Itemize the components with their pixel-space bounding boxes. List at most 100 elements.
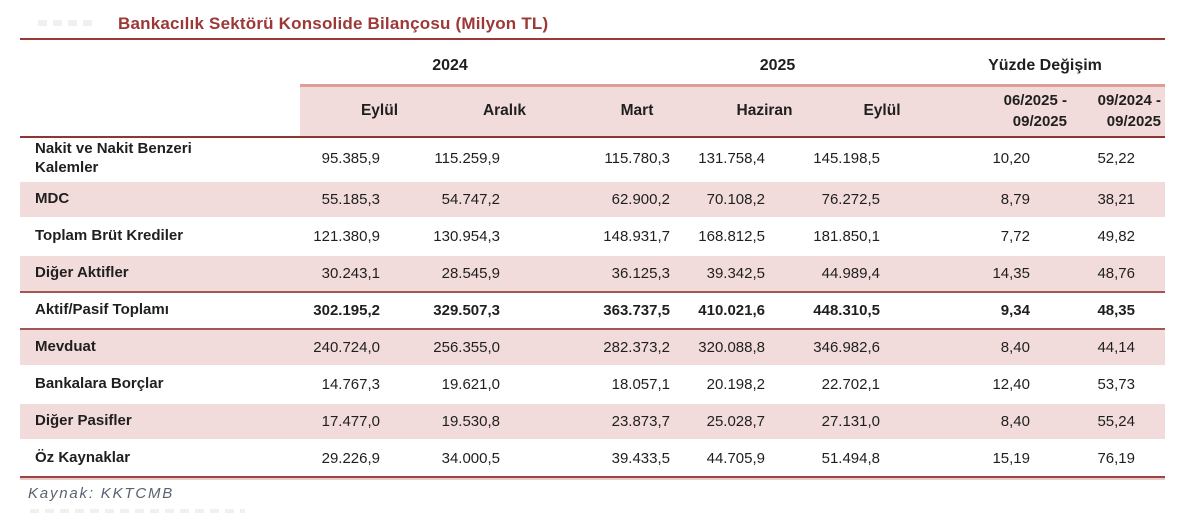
value-cell: 181.850,1 bbox=[805, 216, 925, 255]
col-header-haziran: Haziran bbox=[690, 83, 805, 138]
value-cell: 18.057,1 bbox=[550, 364, 690, 403]
table-row: Diğer Pasifler 17.477,0 19.530,8 23.873,… bbox=[20, 401, 1165, 440]
value-cell: 44.705,9 bbox=[690, 438, 805, 478]
percent-cell: 49,82 bbox=[1075, 216, 1165, 255]
value-cell: 410.021,6 bbox=[690, 290, 805, 330]
value-cell: 95.385,9 bbox=[300, 136, 425, 181]
row-label-text: Nakit ve Nakit Benzeri Kalemler bbox=[35, 140, 192, 176]
year-2024-header: 2024 bbox=[300, 41, 550, 85]
faint-watermark-artifact bbox=[38, 20, 98, 26]
percent-cell: 53,73 bbox=[1075, 364, 1165, 403]
period-header-row: Eylül Aralık Mart Haziran Eylül 06/2025 … bbox=[20, 83, 1165, 138]
row-label: Nakit ve Nakit Benzeri Kalemler bbox=[20, 136, 300, 181]
row-label-text: Bankalara Borçlar bbox=[35, 374, 164, 392]
corner-cell bbox=[20, 41, 300, 85]
col-header-mart: Mart bbox=[550, 83, 690, 138]
row-label: Aktif/Pasif Toplamı bbox=[20, 290, 300, 330]
value-cell: 17.477,0 bbox=[300, 401, 425, 440]
value-cell: 19.621,0 bbox=[425, 364, 550, 403]
percent-cell: 8,79 bbox=[925, 179, 1075, 218]
table-header: 2024 2025 Yüzde Değişim Eylül Aralık Mar… bbox=[20, 41, 1165, 138]
percent-change-group-header: Yüzde Değişim bbox=[925, 41, 1165, 85]
percent-cell: 44,14 bbox=[1075, 327, 1165, 366]
percent-cell: 9,34 bbox=[925, 290, 1075, 330]
value-cell: 39.342,5 bbox=[690, 253, 805, 292]
change-header-line: 09/2025 bbox=[1106, 113, 1161, 131]
value-cell: 34.000,5 bbox=[425, 438, 550, 478]
value-cell: 14.767,3 bbox=[300, 364, 425, 403]
row-label-text: Diğer Aktifler bbox=[35, 263, 129, 281]
value-cell: 363.737,5 bbox=[550, 290, 690, 330]
percent-cell: 55,24 bbox=[1075, 401, 1165, 440]
percent-cell: 52,22 bbox=[1075, 136, 1165, 181]
table-row: Mevduat 240.724,0 256.355,0 282.373,2 32… bbox=[20, 327, 1165, 366]
value-cell: 44.989,4 bbox=[805, 253, 925, 292]
percent-cell: 8,40 bbox=[925, 327, 1075, 366]
percent-cell: 12,40 bbox=[925, 364, 1075, 403]
change-header-line: 09/2025 bbox=[1012, 113, 1067, 131]
row-label-text: Diğer Pasifler bbox=[35, 411, 132, 429]
row-label: Diğer Pasifler bbox=[20, 401, 300, 440]
value-cell: 168.812,5 bbox=[690, 216, 805, 255]
change-header-line: 06/2025 - bbox=[1003, 92, 1067, 110]
table-row: Öz Kaynaklar 29.226,9 34.000,5 39.433,5 … bbox=[20, 438, 1165, 478]
value-cell: 121.380,9 bbox=[300, 216, 425, 255]
col-header-change-06-2025: 06/2025 - 09/2025 bbox=[925, 83, 1075, 138]
corner-cell bbox=[20, 85, 300, 138]
col-header-eylul-2024: Eylül bbox=[300, 83, 425, 138]
value-cell: 448.310,5 bbox=[805, 290, 925, 330]
percent-cell: 48,76 bbox=[1075, 253, 1165, 292]
source-note: Kaynak: KKTCMB bbox=[28, 484, 175, 502]
faint-bottom-artifact bbox=[30, 509, 245, 513]
value-cell: 320.088,8 bbox=[690, 327, 805, 366]
row-label-text: Mevduat bbox=[35, 337, 96, 355]
value-cell: 148.931,7 bbox=[550, 216, 690, 255]
value-cell: 22.702,1 bbox=[805, 364, 925, 403]
value-cell: 19.530,8 bbox=[425, 401, 550, 440]
value-cell: 329.507,3 bbox=[425, 290, 550, 330]
col-header-eylul-2025: Eylül bbox=[805, 83, 925, 138]
percent-cell: 76,19 bbox=[1075, 438, 1165, 478]
table-row: Diğer Aktifler 30.243,1 28.545,9 36.125,… bbox=[20, 253, 1165, 292]
balance-sheet-table: 2024 2025 Yüzde Değişim Eylül Aralık Mar… bbox=[20, 41, 1165, 478]
value-cell: 115.780,3 bbox=[550, 136, 690, 181]
value-cell: 55.185,3 bbox=[300, 179, 425, 218]
value-cell: 346.982,6 bbox=[805, 327, 925, 366]
value-cell: 240.724,0 bbox=[300, 327, 425, 366]
table-row: Toplam Brüt Krediler 121.380,9 130.954,3… bbox=[20, 216, 1165, 255]
value-cell: 23.873,7 bbox=[550, 401, 690, 440]
table-row: Bankalara Borçlar 14.767,3 19.621,0 18.0… bbox=[20, 364, 1165, 403]
percent-cell: 10,20 bbox=[925, 136, 1075, 181]
value-cell: 76.272,5 bbox=[805, 179, 925, 218]
row-label: Diğer Aktifler bbox=[20, 253, 300, 292]
table-row: Aktif/Pasif Toplamı 302.195,2 329.507,3 … bbox=[20, 290, 1165, 330]
value-cell: 130.954,3 bbox=[425, 216, 550, 255]
value-cell: 54.747,2 bbox=[425, 179, 550, 218]
row-label: Bankalara Borçlar bbox=[20, 364, 300, 403]
value-cell: 115.259,9 bbox=[425, 136, 550, 181]
value-cell: 39.433,5 bbox=[550, 438, 690, 478]
table-row: Nakit ve Nakit Benzeri Kalemler 95.385,9… bbox=[20, 136, 1165, 181]
table-title: Bankacılık Sektörü Konsolide Bilançosu (… bbox=[118, 14, 549, 33]
value-cell: 25.028,7 bbox=[690, 401, 805, 440]
row-label: Mevduat bbox=[20, 327, 300, 366]
percent-cell: 14,35 bbox=[925, 253, 1075, 292]
row-label: Öz Kaynaklar bbox=[20, 438, 300, 478]
value-cell: 36.125,3 bbox=[550, 253, 690, 292]
value-cell: 51.494,8 bbox=[805, 438, 925, 478]
col-header-change-09-2024: 09/2024 - 09/2025 bbox=[1075, 83, 1165, 138]
percent-cell: 48,35 bbox=[1075, 290, 1165, 330]
year-group-row: 2024 2025 Yüzde Değişim bbox=[20, 41, 1165, 85]
row-label-text: MDC bbox=[35, 189, 70, 207]
col-header-aralik: Aralık bbox=[425, 83, 550, 138]
value-cell: 131.758,4 bbox=[690, 136, 805, 181]
row-label-text: Öz Kaynaklar bbox=[35, 448, 131, 466]
table-body: Nakit ve Nakit Benzeri Kalemler 95.385,9… bbox=[20, 136, 1165, 478]
value-cell: 256.355,0 bbox=[425, 327, 550, 366]
value-cell: 27.131,0 bbox=[805, 401, 925, 440]
value-cell: 145.198,5 bbox=[805, 136, 925, 181]
table-bottom-accent-line bbox=[20, 477, 1165, 480]
value-cell: 29.226,9 bbox=[300, 438, 425, 478]
row-label: MDC bbox=[20, 179, 300, 218]
